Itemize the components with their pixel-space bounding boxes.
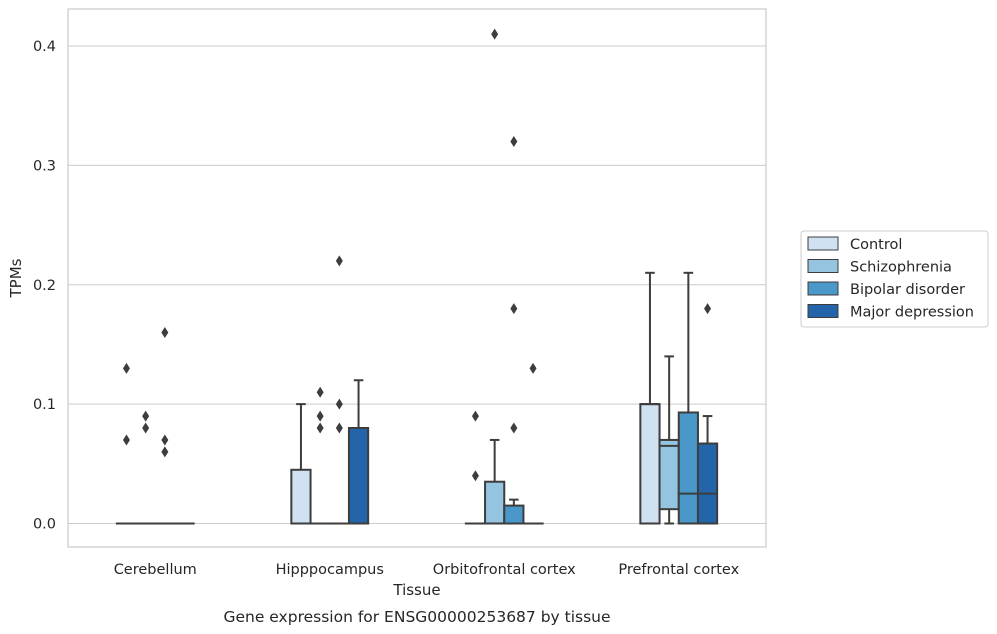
- outlier-marker: [529, 362, 537, 374]
- outlier-marker: [335, 255, 343, 267]
- box-group: [503, 136, 525, 525]
- outlier-marker: [335, 422, 343, 434]
- outlier-marker: [316, 410, 324, 422]
- legend-frame: [800, 230, 989, 328]
- outlier-marker: [491, 28, 499, 40]
- y-tick-label: 0.3: [33, 158, 56, 174]
- box: [347, 427, 370, 525]
- y-axis-label: TPMs: [7, 258, 25, 298]
- box: [503, 504, 525, 525]
- x-tick-label: Orbitofrontal cortex: [433, 562, 576, 578]
- y-tick-label: 0.4: [33, 39, 56, 55]
- outlier-marker: [316, 422, 324, 434]
- legend-swatch: [807, 236, 839, 251]
- legend: Control Schizophrenia Bipolar disorder Majo…: [800, 230, 989, 328]
- outlier-marker: [142, 410, 150, 422]
- legend-label: Major depression: [850, 305, 974, 321]
- y-tick-label: 0.0: [33, 517, 56, 533]
- x-tick-labels: Cerebellum Hipppocampus Orbitofrontal cort…: [114, 562, 740, 578]
- box-group: [115, 362, 138, 525]
- outlier-marker: [335, 398, 343, 410]
- outlier-marker: [142, 422, 150, 434]
- outlier-marker: [471, 410, 479, 422]
- y-tick-label: 0.2: [33, 278, 56, 294]
- outlier-marker: [510, 136, 518, 147]
- box-series: [115, 28, 719, 525]
- legend-swatch: [807, 259, 839, 273]
- legend-label: Bipolar disorder: [850, 282, 965, 298]
- legend-label: Schizophrenia: [850, 260, 952, 276]
- legend-swatch: [807, 304, 839, 318]
- legend-items: Control Schizophrenia Bipolar disorder Majo…: [807, 236, 974, 321]
- box-group: [484, 28, 506, 525]
- plot-frame: [67, 8, 767, 548]
- y-tick-labels: 0.0 0.1 0.2 0.3 0.4: [33, 39, 56, 533]
- box-group: [290, 403, 312, 525]
- outlier-marker: [122, 434, 130, 446]
- box: [484, 480, 506, 525]
- outlier-marker: [510, 422, 518, 434]
- outlier-marker: [161, 446, 169, 458]
- x-tick-label: Hipppocampus: [276, 562, 384, 578]
- box-group: [154, 327, 176, 525]
- box-group: [328, 255, 350, 525]
- outlier-marker: [704, 303, 712, 315]
- outlier-marker: [471, 470, 479, 482]
- outlier-marker: [122, 362, 130, 374]
- outlier-marker: [161, 434, 169, 446]
- box: [639, 403, 661, 525]
- outlier-marker: [316, 386, 324, 398]
- figure-caption: Gene expression for ENSG00000253687 by t…: [223, 608, 610, 626]
- legend-label: Control: [850, 237, 902, 253]
- legend-swatch: [807, 281, 839, 296]
- outlier-marker: [161, 327, 169, 338]
- box-group: [464, 410, 487, 525]
- box-group: [135, 410, 157, 525]
- x-axis-label: Tissue: [392, 581, 440, 599]
- x-tick-label: Cerebellum: [114, 562, 197, 578]
- x-tick-label: Prefrontal cortex: [618, 562, 739, 578]
- box: [696, 442, 719, 525]
- box: [290, 468, 312, 525]
- box: [677, 411, 699, 525]
- outlier-marker: [510, 303, 518, 315]
- box-group: [522, 362, 544, 525]
- box-group: [696, 303, 719, 525]
- box-group: [347, 379, 370, 525]
- y-tick-label: 0.1: [33, 397, 56, 413]
- box: [658, 438, 680, 511]
